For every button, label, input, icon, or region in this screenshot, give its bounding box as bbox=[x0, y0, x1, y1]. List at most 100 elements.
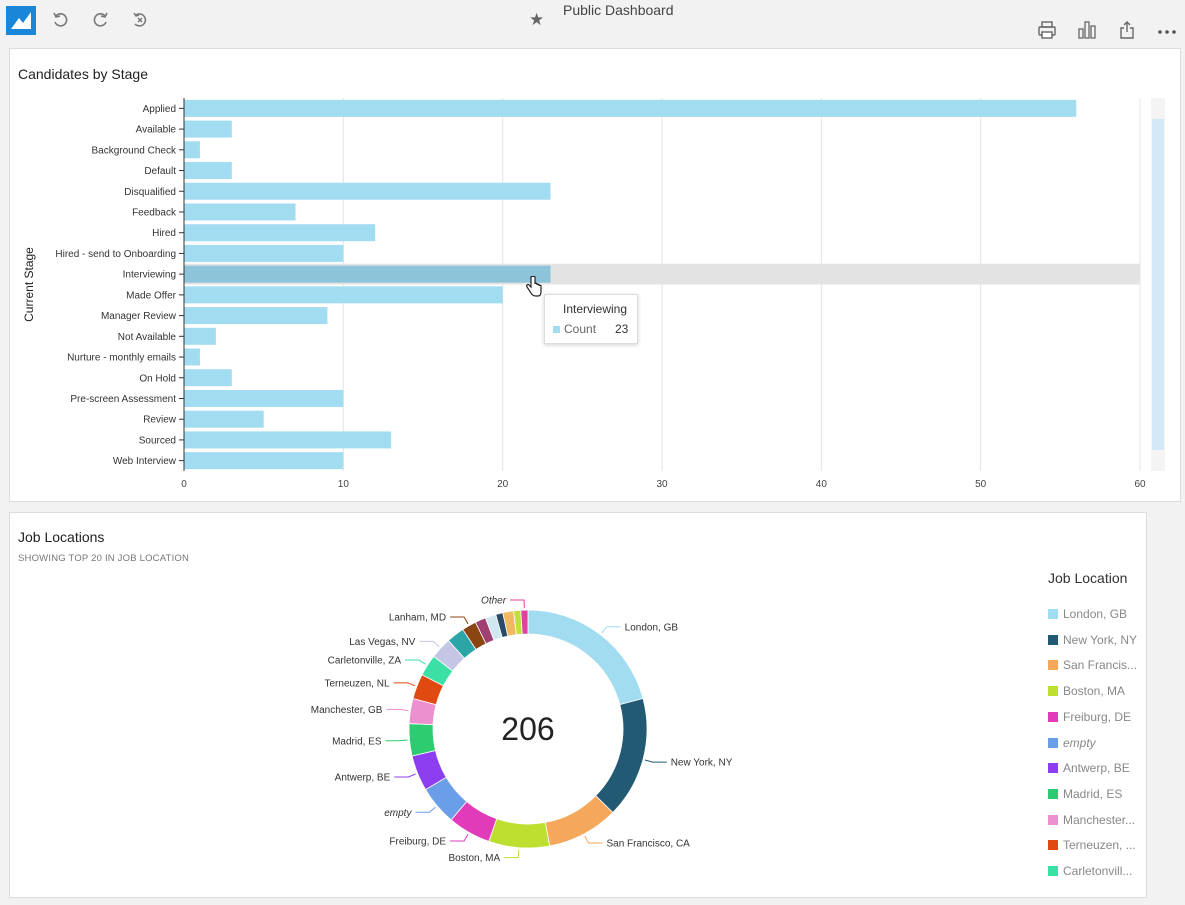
legend-swatch bbox=[1048, 660, 1058, 671]
legend-label: San Francis... bbox=[1063, 658, 1138, 673]
bar[interactable] bbox=[184, 348, 200, 366]
bar[interactable] bbox=[184, 224, 376, 242]
bar[interactable] bbox=[184, 244, 344, 262]
favorite-star-icon[interactable]: ★ bbox=[529, 10, 545, 29]
bar-chart: 0 10 20 30 40 50 60 Applied Available Background … bbox=[22, 98, 1165, 490]
legend-swatch bbox=[1048, 737, 1058, 748]
legend-item[interactable]: Madrid, ES bbox=[1048, 786, 1122, 802]
donut-slice[interactable] bbox=[520, 609, 529, 635]
slice-label: Manchester, GB bbox=[311, 705, 383, 716]
legend-item[interactable]: Boston, MA bbox=[1048, 683, 1125, 699]
category-label: Review bbox=[143, 415, 177, 426]
donut-slice[interactable] bbox=[595, 698, 648, 814]
slice-label: Las Vegas, NV bbox=[349, 637, 415, 648]
legend-item[interactable]: Carletonvill... bbox=[1048, 863, 1132, 879]
bar[interactable] bbox=[184, 162, 232, 180]
tooltip-swatch bbox=[553, 326, 560, 333]
donut-slice[interactable] bbox=[408, 723, 436, 757]
category-label: Hired bbox=[152, 228, 176, 239]
x-tick-label: 20 bbox=[497, 479, 509, 490]
category-label: Hired - send to Onboarding bbox=[55, 249, 176, 260]
slice-label: Carletonville, ZA bbox=[328, 656, 402, 667]
bar[interactable] bbox=[184, 307, 328, 325]
donut-chart-subtitle: SHOWING TOP 20 IN JOB LOCATION bbox=[18, 553, 190, 564]
x-tick-label: 60 bbox=[1134, 479, 1146, 490]
category-label: Background Check bbox=[92, 145, 177, 156]
x-tick-label: 40 bbox=[816, 479, 828, 490]
donut-slice[interactable] bbox=[488, 818, 551, 849]
legend-swatch bbox=[1048, 814, 1058, 825]
leader-line bbox=[419, 640, 440, 648]
leader-line bbox=[504, 849, 520, 859]
slice-label: Antwerp, BE bbox=[335, 772, 391, 783]
undo-icon[interactable] bbox=[49, 8, 73, 32]
bar[interactable] bbox=[184, 369, 232, 387]
legend-item[interactable]: New York, NY bbox=[1048, 632, 1137, 648]
leader-line bbox=[644, 759, 667, 763]
legend-item[interactable]: Freiburg, DE bbox=[1048, 709, 1131, 725]
donut-center-total: 206 bbox=[501, 711, 554, 747]
bar[interactable] bbox=[184, 99, 1077, 117]
legend-label: Boston, MA bbox=[1063, 684, 1126, 699]
tooltip-label: Count bbox=[564, 322, 597, 336]
category-label: Default bbox=[144, 166, 176, 177]
bar[interactable] bbox=[184, 389, 344, 407]
bar[interactable] bbox=[184, 431, 392, 449]
bar[interactable] bbox=[184, 120, 232, 138]
category-label: Sourced bbox=[139, 435, 176, 446]
legend-label: Carletonvill... bbox=[1063, 864, 1133, 878]
print-icon[interactable] bbox=[1035, 18, 1059, 42]
legend-item[interactable]: London, GB bbox=[1048, 606, 1127, 622]
bar[interactable] bbox=[184, 452, 344, 470]
category-label: Nurture - monthly emails bbox=[67, 353, 176, 364]
slice-label: Terneuzen, NL bbox=[324, 678, 389, 689]
share-icon[interactable] bbox=[1115, 18, 1139, 42]
legend-item[interactable]: San Francis... bbox=[1048, 657, 1137, 673]
scrollbar-thumb[interactable] bbox=[1152, 119, 1164, 450]
slice-label: New York, NY bbox=[671, 758, 733, 769]
legend-swatch bbox=[1048, 609, 1058, 619]
leader-line bbox=[394, 773, 416, 778]
leader-line bbox=[450, 616, 469, 625]
slice-label: Lanham, MD bbox=[389, 612, 446, 623]
category-label: Manager Review bbox=[101, 311, 177, 322]
legend-label: empty bbox=[1063, 735, 1096, 750]
leader-line bbox=[386, 708, 409, 712]
slice-label: San Francisco, CA bbox=[606, 838, 690, 849]
bar-chart-icon[interactable] bbox=[1075, 18, 1099, 42]
legend-item[interactable]: Manchester... bbox=[1048, 812, 1135, 828]
category-label: Disqualified bbox=[124, 187, 176, 198]
category-label: Not Available bbox=[118, 332, 177, 343]
legend-item[interactable]: Terneuzen, ... bbox=[1048, 837, 1136, 853]
legend-swatch bbox=[1048, 763, 1058, 774]
slice-label: empty bbox=[384, 808, 412, 819]
leader-line bbox=[510, 599, 525, 609]
y-axis-label: Current Stage bbox=[22, 247, 36, 322]
legend-item[interactable]: Antwerp, BE bbox=[1048, 760, 1130, 776]
bar[interactable] bbox=[184, 327, 216, 345]
category-label: Made Offer bbox=[126, 290, 177, 301]
bar[interactable] bbox=[184, 182, 551, 200]
redo-icon[interactable] bbox=[88, 8, 112, 32]
category-label: Web Interview bbox=[113, 456, 177, 467]
x-tick-label: 50 bbox=[975, 479, 987, 490]
legend-swatch bbox=[1048, 866, 1058, 876]
slice-label: Madrid, ES bbox=[332, 736, 382, 747]
bar[interactable] bbox=[184, 410, 264, 428]
reset-icon[interactable] bbox=[128, 8, 152, 32]
legend-label: Madrid, ES bbox=[1063, 786, 1123, 801]
donut-slice[interactable] bbox=[544, 795, 614, 847]
quicksight-logo-icon[interactable] bbox=[6, 6, 36, 35]
bar[interactable] bbox=[184, 141, 200, 159]
slice-label: Boston, MA bbox=[448, 853, 500, 864]
bar[interactable] bbox=[184, 286, 503, 304]
legend-item[interactable]: empty bbox=[1048, 735, 1096, 751]
leader-line bbox=[450, 833, 469, 842]
bar[interactable] bbox=[184, 265, 551, 283]
more-options-icon[interactable] bbox=[1155, 18, 1179, 42]
hand-cursor-icon bbox=[526, 276, 542, 297]
leader-line bbox=[601, 626, 621, 634]
bar[interactable] bbox=[184, 203, 296, 221]
leader-line bbox=[415, 806, 436, 813]
x-tick-label: 10 bbox=[338, 479, 350, 490]
